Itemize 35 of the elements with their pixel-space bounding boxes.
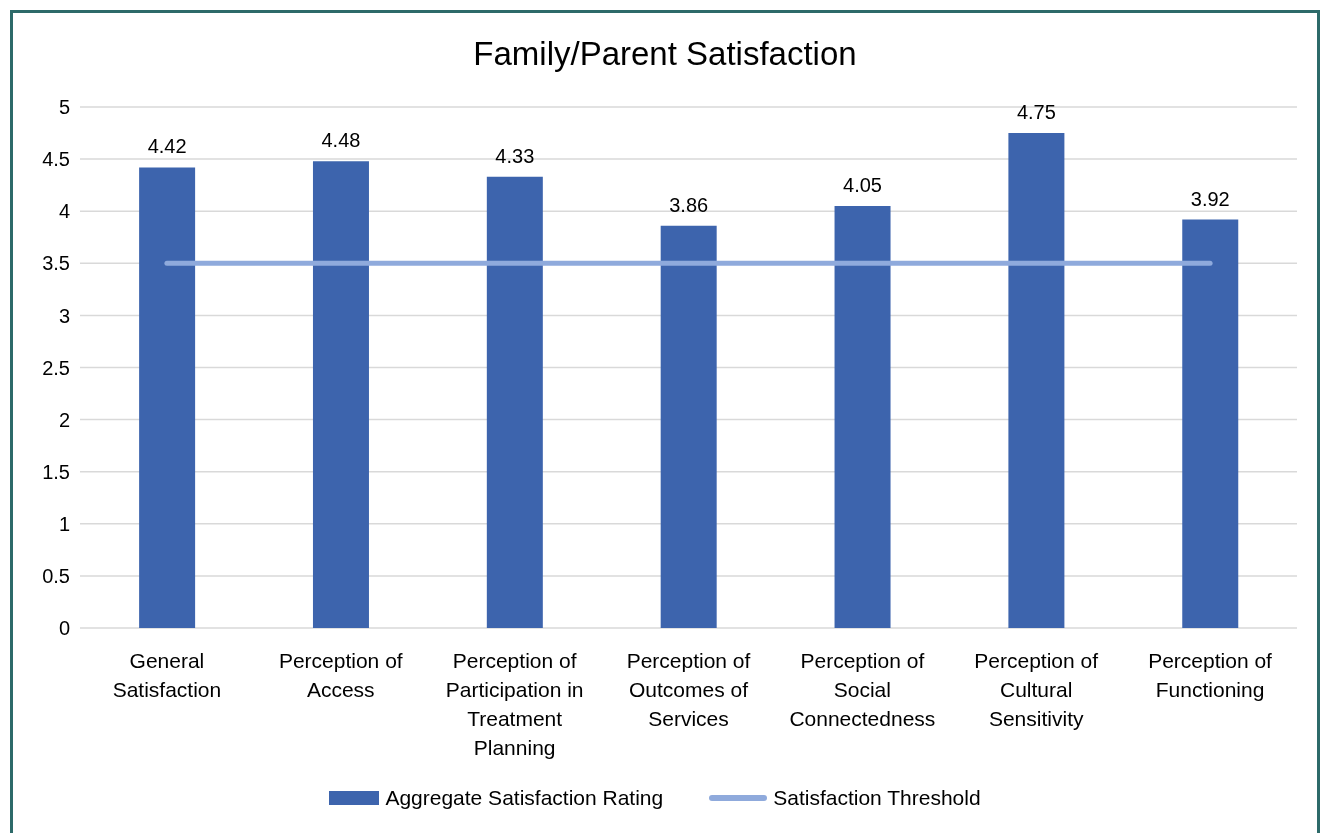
bar <box>834 205 891 628</box>
bar <box>1008 133 1065 628</box>
y-tick-label: 5 <box>58 96 70 119</box>
legend-label: Aggregate Satisfaction Rating <box>385 786 664 810</box>
x-tick-label: Perception of Functioning <box>1148 648 1273 701</box>
x-tick-label: Perception of Participation in Treatment Planning <box>445 648 584 759</box>
data-label: 4.75 <box>1016 101 1056 124</box>
x-tick-label: Perception of Cultural Sensitivity <box>974 648 1099 730</box>
data-label: 4.48 <box>321 129 361 152</box>
y-tick-label: 4.5 <box>42 148 70 171</box>
chart-title: Family/Parent Satisfaction <box>472 34 858 74</box>
y-tick-label: 2 <box>58 408 70 431</box>
x-tick-label: Perception of Access <box>278 648 403 701</box>
x-tick-label: Perception of Social Connectedness <box>789 648 936 730</box>
y-tick-label: 0 <box>58 617 70 640</box>
data-label: 4.05 <box>843 173 883 196</box>
bar <box>1182 219 1239 628</box>
bar <box>660 225 717 628</box>
bar <box>139 167 196 628</box>
data-label: 3.86 <box>669 193 709 216</box>
y-tick-label: 1 <box>58 512 70 535</box>
x-tick-label: General Satisfaction <box>112 648 222 701</box>
x-tick-label: Perception of Outcomes of Services <box>626 648 751 730</box>
data-label: 4.33 <box>495 144 535 167</box>
data-label: 4.42 <box>147 135 187 158</box>
y-tick-label: 4 <box>58 200 70 223</box>
legend-label: Satisfaction Threshold <box>773 786 981 810</box>
y-tick-label: 2.5 <box>42 356 70 379</box>
y-tick-label: 3 <box>58 304 70 327</box>
y-tick-label: 0.5 <box>42 565 70 587</box>
bar <box>486 176 543 628</box>
y-tick-label: 3.5 <box>42 252 70 275</box>
bar <box>312 161 369 628</box>
y-tick-label: 1.5 <box>42 460 70 483</box>
data-label: 3.92 <box>1190 187 1230 210</box>
